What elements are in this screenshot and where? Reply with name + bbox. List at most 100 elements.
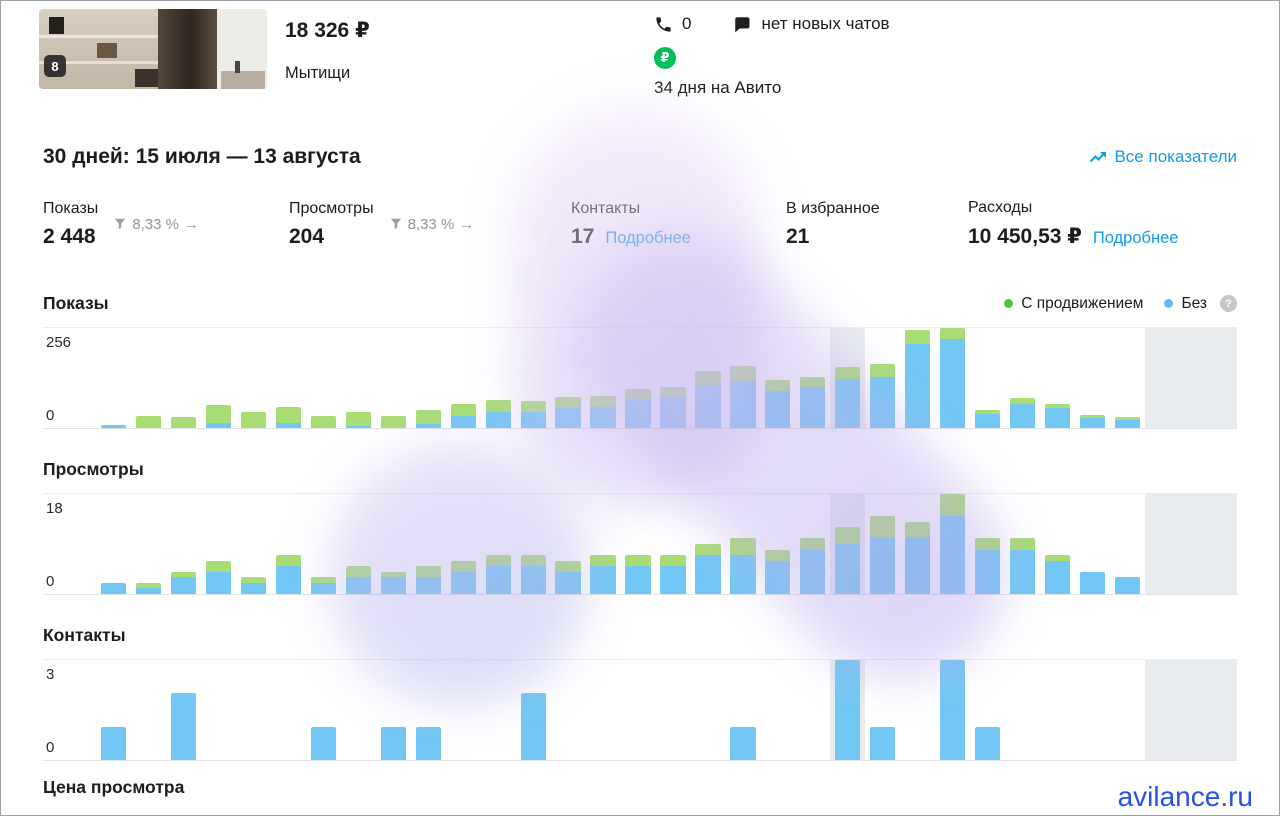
views-bar-day-11[interactable] — [446, 494, 481, 594]
contacts-bar-day-25[interactable] — [935, 660, 970, 760]
views-bar-day-4[interactable] — [201, 494, 236, 594]
all-metrics-link[interactable]: Все показатели — [1089, 147, 1237, 167]
views-bar-day-25[interactable] — [935, 494, 970, 594]
contacts-bar-day-21[interactable] — [795, 660, 830, 760]
impressions-bar-day-5[interactable] — [236, 328, 271, 428]
impressions-bar-day-13[interactable] — [516, 328, 551, 428]
impressions-bar-day-11[interactable] — [446, 328, 481, 428]
views-bar-day-14[interactable] — [551, 494, 586, 594]
contacts-bar-day-19[interactable] — [725, 660, 760, 760]
impressions-bar-day-8[interactable] — [341, 328, 376, 428]
views-bar-day-28[interactable] — [1040, 494, 1075, 594]
impressions-bar-day-7[interactable] — [306, 328, 341, 428]
views-bar-day-9[interactable] — [376, 494, 411, 594]
contacts-bar-day-4[interactable] — [201, 660, 236, 760]
views-bar-day-1[interactable] — [96, 494, 131, 594]
impressions-bar-day-16[interactable] — [621, 328, 656, 428]
contacts-bar-day-3[interactable] — [166, 660, 201, 760]
contacts-bar-day-9[interactable] — [376, 660, 411, 760]
impressions-bar-day-27[interactable] — [1005, 328, 1040, 428]
views-bar-day-20[interactable] — [760, 494, 795, 594]
help-icon[interactable]: ? — [1220, 295, 1237, 312]
views-bar-day-30[interactable] — [1110, 494, 1145, 594]
impressions-bar-day-24[interactable] — [900, 328, 935, 428]
impressions-bar-day-20[interactable] — [760, 328, 795, 428]
impressions-bar-day-23[interactable] — [865, 328, 900, 428]
contacts-bar-day-27[interactable] — [1005, 660, 1040, 760]
listing-photo[interactable]: 8 — [39, 9, 267, 89]
views-bar-day-10[interactable] — [411, 494, 446, 594]
impressions-bar-day-6[interactable] — [271, 328, 306, 428]
impressions-bar-day-14[interactable] — [551, 328, 586, 428]
impressions-bar-day-28[interactable] — [1040, 328, 1075, 428]
views-bar-day-16[interactable] — [621, 494, 656, 594]
contacts-bar-day-10[interactable] — [411, 660, 446, 760]
contacts-bar-day-1[interactable] — [96, 660, 131, 760]
contacts-bar-day-20[interactable] — [760, 660, 795, 760]
views-bar-day-29[interactable] — [1075, 494, 1110, 594]
views-bar-day-27[interactable] — [1005, 494, 1040, 594]
impressions-bar-day-2[interactable] — [131, 328, 166, 428]
contacts-bar-day-12[interactable] — [481, 660, 516, 760]
views-bar-day-23[interactable] — [865, 494, 900, 594]
expenses-details-link[interactable]: Подробнее — [1092, 229, 1179, 247]
contacts-details-link[interactable]: Подробнее — [605, 228, 691, 247]
impressions-bar-day-1[interactable] — [96, 328, 131, 428]
impressions-bar-day-12[interactable] — [481, 328, 516, 428]
impressions-bar-day-15[interactable] — [586, 328, 621, 428]
contacts-bar-day-15[interactable] — [586, 660, 621, 760]
contacts-bar-day-18[interactable] — [690, 660, 725, 760]
impressions-bar-day-25[interactable] — [935, 328, 970, 428]
contacts-bar-day-13[interactable] — [516, 660, 551, 760]
contacts-bar-day-23[interactable] — [865, 660, 900, 760]
contacts-bar-day-28[interactable] — [1040, 660, 1075, 760]
views-bar-day-17[interactable] — [656, 494, 691, 594]
views-bar-day-6[interactable] — [271, 494, 306, 594]
contacts-chart: 3 0 — [43, 659, 1237, 761]
contacts-bar-day-14[interactable] — [551, 660, 586, 760]
views-bar-day-19[interactable] — [725, 494, 760, 594]
views-bar-day-7[interactable] — [306, 494, 341, 594]
contacts-bar-day-7[interactable] — [306, 660, 341, 760]
contacts-bar-day-6[interactable] — [271, 660, 306, 760]
impressions-bar-day-10[interactable] — [411, 328, 446, 428]
views-bar-day-21[interactable] — [795, 494, 830, 594]
impressions-bar-day-21[interactable] — [795, 328, 830, 428]
contacts-bar-day-24[interactable] — [900, 660, 935, 760]
contacts-bar-day-16[interactable] — [621, 660, 656, 760]
contacts-bar-day-22[interactable] — [830, 660, 866, 760]
contacts-bar-day-5[interactable] — [236, 660, 271, 760]
impressions-bar-day-30[interactable] — [1110, 328, 1145, 428]
contacts-bar-day-29[interactable] — [1075, 660, 1110, 760]
impressions-bar-day-4[interactable] — [201, 328, 236, 428]
impressions-bar-day-17[interactable] — [656, 328, 691, 428]
contacts-bar-day-30[interactable] — [1110, 660, 1145, 760]
trend-arrow-icon — [1089, 148, 1107, 166]
stat-impressions: Показы 2 448 8,33 % → — [43, 199, 200, 248]
contacts-bar-day-26[interactable] — [970, 660, 1005, 760]
views-bar-day-26[interactable] — [970, 494, 1005, 594]
views-bar-day-5[interactable] — [236, 494, 271, 594]
views-bar-day-18[interactable] — [690, 494, 725, 594]
impressions-bar-day-26[interactable] — [970, 328, 1005, 428]
impressions-bar-day-22[interactable] — [830, 328, 866, 428]
views-bar-day-12[interactable] — [481, 494, 516, 594]
views-bar-day-24[interactable] — [900, 494, 935, 594]
contacts-bar-day-17[interactable] — [656, 660, 691, 760]
contacts-bar-day-2[interactable] — [131, 660, 166, 760]
impressions-bar-day-18[interactable] — [690, 328, 725, 428]
views-bar-day-2[interactable] — [131, 494, 166, 594]
views-bar-day-8[interactable] — [341, 494, 376, 594]
views-bar-day-13[interactable] — [516, 494, 551, 594]
contacts-bar-day-8[interactable] — [341, 660, 376, 760]
views-bar-day-15[interactable] — [586, 494, 621, 594]
views-bar-day-3[interactable] — [166, 494, 201, 594]
views-bar-day-22[interactable] — [830, 494, 866, 594]
contacts-bar-day-11[interactable] — [446, 660, 481, 760]
future-days-band — [1145, 660, 1237, 760]
impressions-bar-day-19[interactable] — [725, 328, 760, 428]
impressions-bar-day-9[interactable] — [376, 328, 411, 428]
impressions-bar-day-3[interactable] — [166, 328, 201, 428]
impressions-bar-day-29[interactable] — [1075, 328, 1110, 428]
photo-detail — [157, 9, 217, 89]
